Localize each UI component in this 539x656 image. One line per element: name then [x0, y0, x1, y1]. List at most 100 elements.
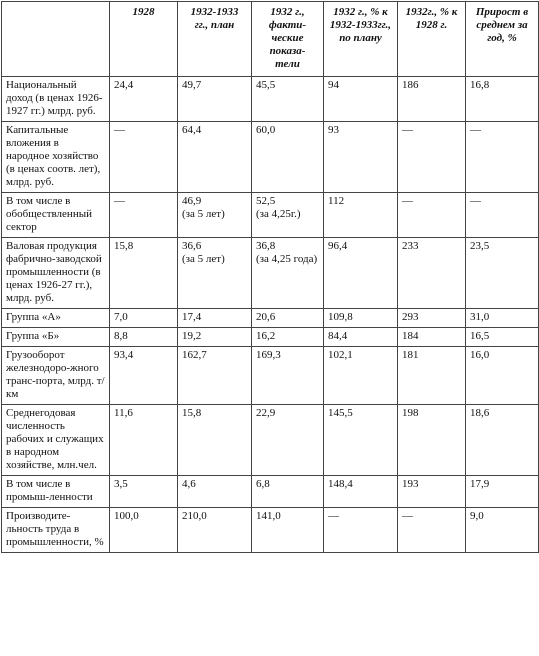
table-cell: 181 [397, 346, 466, 405]
table-cell: 60,0 [251, 121, 324, 193]
cell-value: 141,0 [256, 510, 281, 522]
cell-value: — [402, 510, 413, 522]
cell-note: (за 4,25 года) [256, 253, 318, 265]
cell-value: 52,5 [256, 195, 276, 207]
cell-note: (за 5 лет) [182, 253, 225, 265]
cell-value: 31,0 [470, 311, 490, 323]
cell-value: 210,0 [182, 510, 207, 522]
cell-value: 181 [402, 349, 419, 361]
table-cell: 145,5 [323, 404, 398, 476]
table-cell: — [397, 192, 466, 238]
table-cell: 15,8 [109, 237, 178, 309]
table-cell: 46,9 (за 5 лет) [177, 192, 252, 238]
cell-value: — [402, 124, 413, 136]
table-cell: 198 [397, 404, 466, 476]
table-cell: 193 [397, 475, 466, 508]
table-cell: 45,5 [251, 76, 324, 122]
table-cell: 11,6 [109, 404, 178, 476]
cell-value: 100,0 [114, 510, 139, 522]
table-cell: 18,6 [465, 404, 539, 476]
cell-value: 162,7 [182, 349, 207, 361]
cell-value: 184 [402, 330, 419, 342]
column-header: Прирост в среднем за год, % [465, 1, 539, 77]
table-cell: — [323, 507, 398, 553]
row-label: Группа «Б» [1, 327, 110, 347]
table-cell: — [397, 507, 466, 553]
cell-value: 169,3 [256, 349, 281, 361]
table-cell: 15,8 [177, 404, 252, 476]
row-label: В том числе в промыш-ленности [1, 475, 110, 508]
cell-value: 293 [402, 311, 419, 323]
table-cell: 36,6 (за 5 лет) [177, 237, 252, 309]
column-header: 1932 г., % к 1932-1933гг., по плану [323, 1, 398, 77]
cell-value: 4,6 [182, 478, 196, 490]
table-cell: 8,8 [109, 327, 178, 347]
table-cell: 6,8 [251, 475, 324, 508]
table-cell: — [465, 192, 539, 238]
column-header: 1932г., % к 1928 г. [397, 1, 466, 77]
table-row: Валовая продукция фабрично-заводской про… [1, 237, 539, 309]
table-cell: 84,4 [323, 327, 398, 347]
table-cell: 184 [397, 327, 466, 347]
row-label: Капитальные вложения в народное хозяйств… [1, 121, 110, 193]
table-cell: — [465, 121, 539, 193]
table-cell: 16,0 [465, 346, 539, 405]
table-cell: — [397, 121, 466, 193]
cell-value: 233 [402, 240, 419, 252]
cell-value: 64,4 [182, 124, 202, 136]
table-cell: 102,1 [323, 346, 398, 405]
cell-value: 9,0 [470, 510, 484, 522]
table-row: Капитальные вложения в народное хозяйств… [1, 121, 539, 193]
table-row: В том числе в обобществленный сектор — 46,… [1, 192, 539, 238]
table-cell: 210,0 [177, 507, 252, 553]
cell-value: 109,8 [328, 311, 353, 323]
table-row: Среднегодовая численность рабочих и служ… [1, 404, 539, 476]
cell-value: 186 [402, 79, 419, 91]
cell-value: 18,6 [470, 407, 490, 419]
cell-value: 22,9 [256, 407, 276, 419]
cell-value: 19,2 [182, 330, 202, 342]
row-label: Производите-льность труда в промышленнос… [1, 507, 110, 553]
table-cell: — [109, 192, 178, 238]
table-row: Национальный доход (в ценах 1926-1927 гг… [1, 76, 539, 122]
cell-value: 198 [402, 407, 419, 419]
header-row: 1928 1932-1933 гг., план 1932 г., факти-… [1, 1, 539, 77]
column-header [1, 1, 110, 77]
cell-value: 36,8 [256, 240, 276, 252]
table-cell: 36,8 (за 4,25 года) [251, 237, 324, 309]
cell-value: 60,0 [256, 124, 276, 136]
table-row: В том числе в промыш-ленности 3,5 4,6 6,8 14… [1, 475, 539, 508]
cell-value: 15,8 [114, 240, 134, 252]
row-label: Национальный доход (в ценах 1926-1927 гг… [1, 76, 110, 122]
cell-value: 112 [328, 195, 345, 207]
row-label: Группа «А» [1, 308, 110, 328]
cell-value: 3,5 [114, 478, 128, 490]
table-cell: 16,5 [465, 327, 539, 347]
cell-value: 11,6 [114, 407, 133, 419]
table-cell: 23,5 [465, 237, 539, 309]
cell-value: — [328, 510, 339, 522]
cell-value: 20,6 [256, 311, 276, 323]
table-cell: 100,0 [109, 507, 178, 553]
table-cell: 169,3 [251, 346, 324, 405]
cell-value: 23,5 [470, 240, 490, 252]
table-cell: 9,0 [465, 507, 539, 553]
cell-value: 193 [402, 478, 419, 490]
table-cell: 16,2 [251, 327, 324, 347]
cell-value: 16,0 [470, 349, 490, 361]
cell-value: 8,8 [114, 330, 128, 342]
cell-value: 15,8 [182, 407, 202, 419]
column-header: 1932-1933 гг., план [177, 1, 252, 77]
cell-value: 7,0 [114, 311, 128, 323]
table-cell: 31,0 [465, 308, 539, 328]
table-cell: 293 [397, 308, 466, 328]
cell-note: (за 4,25г.) [256, 208, 301, 220]
cell-value: — [470, 195, 481, 207]
cell-value: 93 [328, 124, 339, 136]
table-cell: 16,8 [465, 76, 539, 122]
table-cell: 52,5 (за 4,25г.) [251, 192, 324, 238]
table-cell: 96,4 [323, 237, 398, 309]
cell-value: 36,6 [182, 240, 202, 252]
table-cell: 64,4 [177, 121, 252, 193]
statistics-table: 1928 1932-1933 гг., план 1932 г., факти-… [1, 1, 539, 553]
